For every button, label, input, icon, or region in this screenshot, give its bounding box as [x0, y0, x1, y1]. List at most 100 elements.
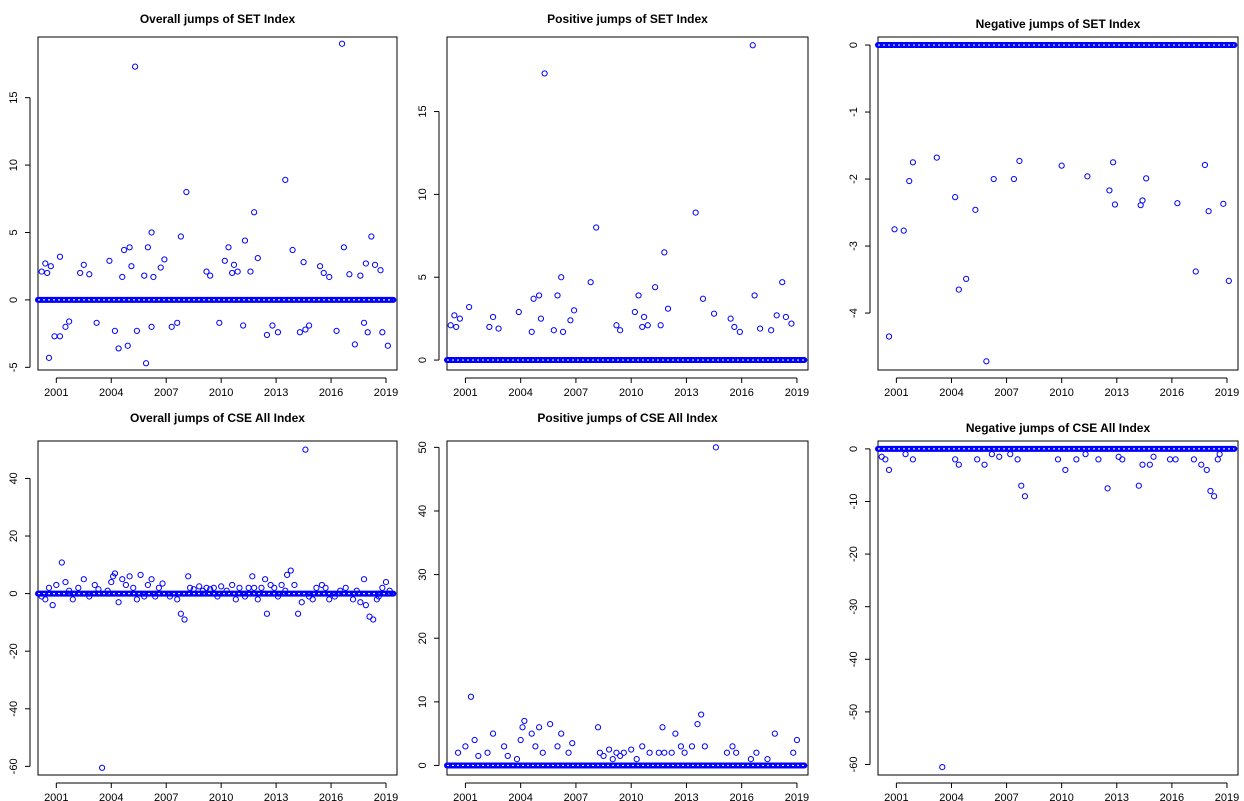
x-tick-label: 2001	[453, 792, 477, 801]
data-point	[681, 749, 688, 756]
data-point	[631, 308, 638, 316]
y-tick-label: -60	[848, 757, 860, 773]
data-point	[515, 308, 522, 316]
x-tick-label: 2007	[564, 792, 588, 801]
data-point	[613, 322, 620, 329]
data-point	[342, 584, 349, 591]
data-point	[229, 269, 236, 277]
data-point	[124, 342, 131, 349]
data-point	[362, 260, 369, 267]
data-point	[569, 740, 576, 747]
data-point	[699, 295, 707, 302]
x-tick-label: 2013	[674, 387, 698, 399]
data-point	[462, 743, 469, 750]
data-point	[148, 576, 155, 583]
data-point	[475, 752, 482, 760]
data-point	[104, 587, 111, 594]
data-point	[456, 315, 463, 322]
data-point	[223, 587, 230, 594]
data-point	[377, 267, 384, 274]
data-point	[605, 746, 613, 753]
data-point	[1166, 456, 1174, 463]
data-point	[513, 755, 521, 763]
data-point	[183, 188, 190, 196]
data-point	[357, 272, 364, 279]
data-point	[269, 322, 276, 329]
data-point	[240, 322, 247, 329]
y-tick-label: -40	[8, 701, 20, 717]
data-point	[130, 584, 137, 591]
x-tick-label: 2013	[674, 792, 698, 801]
data-point	[454, 749, 462, 756]
y-tick-label: -50	[848, 704, 860, 720]
data-point	[300, 259, 307, 266]
data-point	[547, 721, 554, 728]
data-point	[628, 746, 635, 753]
data-point	[1054, 456, 1062, 463]
data-point	[229, 581, 236, 589]
y-tick-label: -60	[8, 758, 20, 774]
data-point	[287, 567, 294, 574]
data-point	[771, 730, 778, 737]
data-point	[382, 578, 390, 586]
panel-title: Negative jumps of SET Index	[976, 17, 1141, 31]
data-point	[489, 730, 497, 737]
data-point	[99, 764, 106, 771]
y-tick-label: 5	[8, 229, 20, 235]
data-point	[1192, 268, 1199, 275]
data-point	[119, 576, 126, 583]
data-point	[1139, 461, 1146, 468]
data-point	[1058, 162, 1065, 169]
data-point	[360, 576, 368, 583]
y-tick-label: 0	[417, 762, 429, 768]
data-point	[652, 284, 659, 291]
data-point	[570, 307, 578, 314]
x-tick-label: 2004	[508, 792, 532, 801]
data-point	[1216, 451, 1223, 458]
data-point	[1201, 161, 1209, 169]
data-point	[528, 730, 535, 737]
data-point	[230, 261, 238, 268]
data-point	[882, 456, 889, 463]
data-point	[69, 596, 76, 603]
data-point	[694, 721, 701, 728]
panel-title: Positive jumps of CSE All Index	[537, 411, 718, 425]
y-tick-label: 30	[417, 568, 429, 580]
x-tick-label: 2013	[264, 387, 288, 399]
data-point	[249, 573, 256, 580]
panel-negative-set: Negative jumps of SET Index 2001 2004 2007 2…	[848, 17, 1239, 399]
data-point	[1073, 456, 1080, 463]
x-tick-label: 2004	[939, 387, 963, 399]
data-point	[1106, 187, 1113, 194]
data-point	[747, 755, 755, 763]
data-point	[282, 587, 289, 594]
data-point	[86, 593, 93, 600]
x-tick-label: 2007	[154, 792, 178, 801]
data-point	[45, 584, 53, 591]
data-point	[241, 593, 249, 600]
data-point	[302, 326, 309, 333]
x-tick-label: 2010	[1049, 792, 1073, 801]
data-point	[282, 176, 289, 184]
data-point	[668, 749, 675, 756]
y-tick-label: 0	[848, 42, 860, 48]
data-point	[788, 320, 795, 327]
x-tick-label: 2004	[99, 387, 123, 399]
data-point	[80, 261, 87, 268]
x-tick-label: 2019	[374, 387, 398, 399]
data-point	[600, 752, 607, 760]
x-tick-label: 2007	[154, 387, 178, 399]
y-tick-label: -30	[848, 599, 860, 615]
data-point	[933, 154, 940, 161]
data-point	[672, 730, 679, 737]
data-point	[234, 268, 241, 275]
y-tick-label: 15	[417, 105, 429, 117]
data-point	[749, 42, 756, 49]
data-point	[333, 327, 340, 335]
data-point	[500, 743, 508, 750]
data-point	[128, 263, 135, 270]
data-point	[640, 313, 648, 321]
data-point	[661, 749, 668, 756]
data-point	[225, 244, 232, 251]
x-tick-label: 2019	[374, 792, 398, 801]
